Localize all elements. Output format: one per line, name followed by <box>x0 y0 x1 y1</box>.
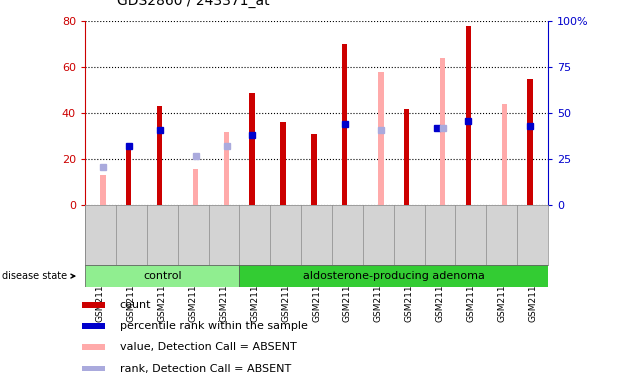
Bar <box>280 122 285 205</box>
Bar <box>101 175 106 205</box>
Bar <box>239 265 548 287</box>
Text: percentile rank within the sample: percentile rank within the sample <box>120 321 307 331</box>
Text: aldosterone-producing adenoma: aldosterone-producing adenoma <box>303 271 484 281</box>
Text: rank, Detection Call = ABSENT: rank, Detection Call = ABSENT <box>120 364 291 374</box>
Bar <box>378 72 384 205</box>
Bar <box>440 58 445 205</box>
Text: disease state: disease state <box>2 271 75 281</box>
Bar <box>193 169 198 205</box>
Bar <box>82 302 105 308</box>
Bar <box>342 44 348 205</box>
Bar <box>126 148 132 205</box>
Text: count: count <box>120 300 151 310</box>
Bar <box>82 344 105 350</box>
Bar <box>501 104 507 205</box>
Bar <box>249 93 255 205</box>
Bar <box>311 134 316 205</box>
Bar <box>224 132 229 205</box>
Text: GDS2860 / 243371_at: GDS2860 / 243371_at <box>117 0 269 8</box>
Bar <box>82 323 105 329</box>
Text: control: control <box>143 271 181 281</box>
Bar <box>527 79 532 205</box>
Text: value, Detection Call = ABSENT: value, Detection Call = ABSENT <box>120 342 297 352</box>
Bar <box>85 265 239 287</box>
Bar <box>157 106 163 205</box>
Bar <box>404 109 410 205</box>
Bar <box>466 26 471 205</box>
Bar <box>82 366 105 371</box>
